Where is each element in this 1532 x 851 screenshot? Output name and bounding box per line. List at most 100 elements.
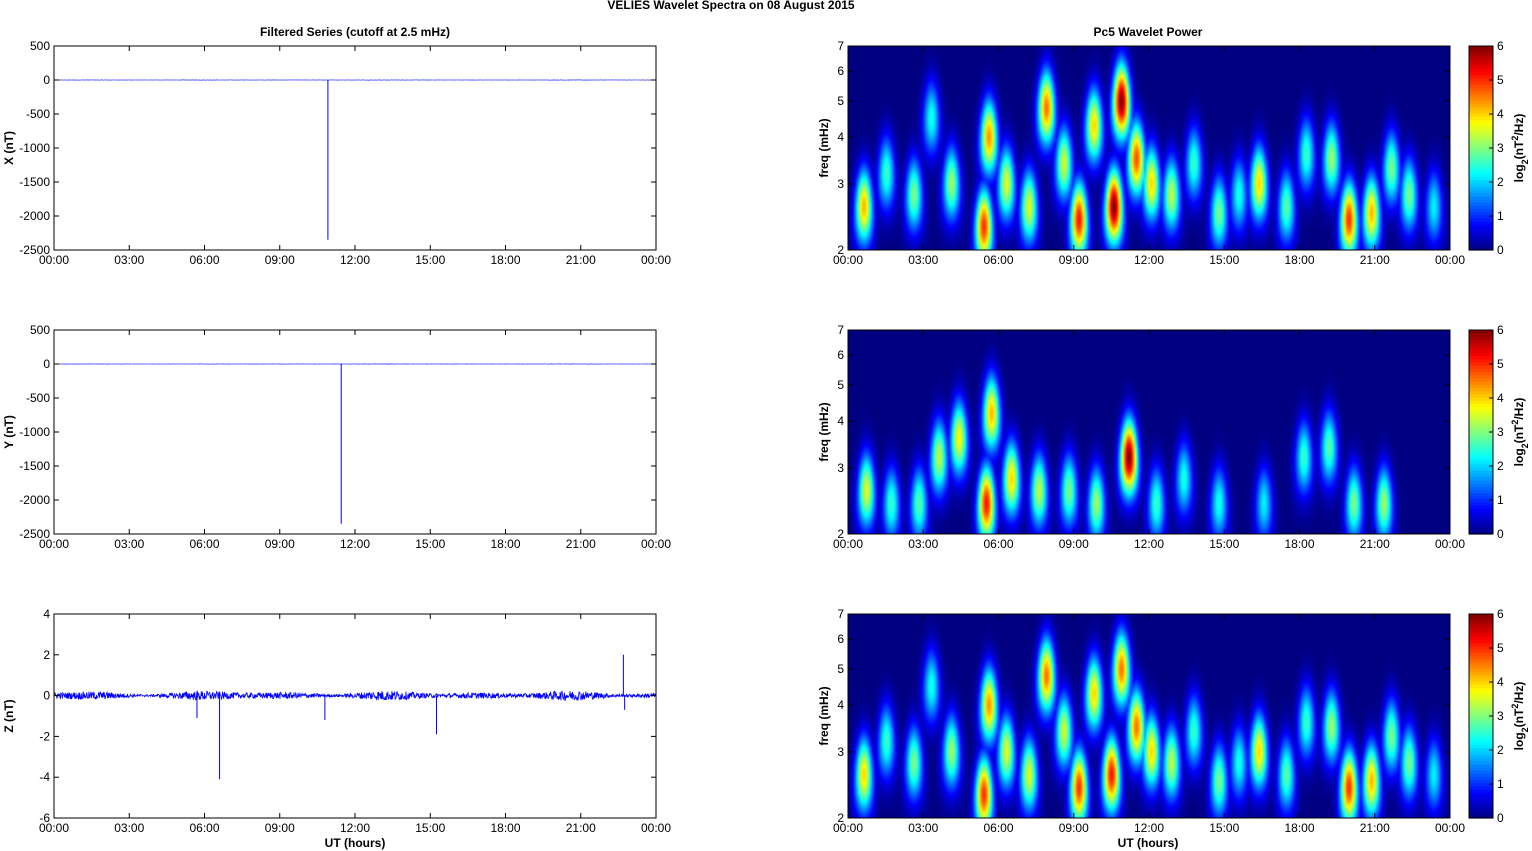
z-series-y-axis-label: Z (nT) [2,699,16,732]
z-wavelet-x-tick-label: 03:00 [908,821,938,835]
x-wavelet-x-tick-label: 12:00 [1134,253,1164,267]
y-wavelet-colorbar-tick-label: 2 [1497,459,1504,473]
x-wavelet-y-tick-label: 2 [837,243,844,257]
y-wavelet-x-tick-label: 09:00 [1059,537,1089,551]
x-series-y-tick-label: -2500 [19,243,50,257]
x-wavelet-y-tick-label: 4 [837,130,844,144]
x-series-x-tick-label: 09:00 [265,253,295,267]
x-series-y-tick-label: -2000 [19,209,50,223]
z-wavelet-x-tick-label: 12:00 [1134,821,1164,835]
z-wavelet-colorbar-tick-label: 4 [1497,675,1504,689]
x-wavelet-y-tick-label: 3 [837,177,844,191]
z-wavelet-y-axis-label: freq (mHz) [817,686,831,745]
x-wavelet-colorbar-tick-label: 6 [1497,39,1504,53]
y-wavelet-colorbar-tick-label: 1 [1497,493,1504,507]
z-series-y-tick-label: 0 [43,689,50,703]
z-wavelet-x-tick-label: 06:00 [983,821,1013,835]
y-series-y-tick-label: -1500 [19,459,50,473]
y-series-x-tick-label: 09:00 [265,537,295,551]
y-wavelet-colorbar-label: log2(nT2/Hz) [1510,398,1530,467]
x-wavelet-x-tick-label: 09:00 [1059,253,1089,267]
z-wavelet-colorbar: 0 1 2 3 4 5 6 log2(nT2/Hz) [1468,607,1530,825]
y-wavelet-y-tick-label: 5 [837,378,844,392]
y-wavelet-x-tick-label: 15:00 [1209,537,1239,551]
z-series-x-tick-label: 00:00 [39,821,69,835]
y-series-y-tick-label: -2000 [19,493,50,507]
y-wavelet-colorbar: 0 1 2 3 4 5 6 log2(nT2/Hz) [1468,323,1530,541]
z-wavelet-x-tick-label: 15:00 [1209,821,1239,835]
y-series-y-axis-label: Y (nT) [2,415,16,449]
z-wavelet-x-tick-label: 21:00 [1360,821,1390,835]
y-series-y-tick-label: -500 [26,391,50,405]
y-series-y-tick-label: -2500 [19,527,50,541]
y-series-x-tick-label: 12:00 [340,537,370,551]
x-wavelet-y-tick-label: 6 [837,64,844,78]
z-wavelet-colorbar-tick-label: 1 [1497,777,1504,791]
y-wavelet-y-tick-label: 4 [837,414,844,428]
z-series-y-tick-label: -6 [39,811,50,825]
x-series-y-axis-label: X (nT) [2,131,16,165]
x-wavelet-colorbar-tick-label: 2 [1497,175,1504,189]
y-wavelet-y-tick-label: 7 [837,323,844,337]
z-series-y-tick-label: 2 [43,648,50,662]
x-series-y-tick-label: -500 [26,107,50,121]
z-series-x-tick-label: 21:00 [566,821,596,835]
x-wavelet-x-tick-label: 00:00 [1435,253,1465,267]
y-series-y-tick-label: 0 [43,357,50,371]
z-wavelet-colorbar-label: log2(nT2/Hz) [1510,682,1530,751]
z-series-panel [53,654,657,780]
x-wavelet-colorbar-label: log2(nT2/Hz) [1510,114,1530,183]
x-wavelet-colorbar-tick-label: 0 [1497,243,1504,257]
z-wavelet-y-tick-label: 7 [837,607,844,621]
x-series-x-tick-label: 18:00 [490,253,520,267]
z-wavelet-colorbar-tick-label: 0 [1497,811,1504,825]
x-series-x-tick-label: 00:00 [641,253,671,267]
z-series-x-tick-label: 09:00 [265,821,295,835]
x-wavelet-y-axis-label: freq (mHz) [817,118,831,177]
y-wavelet-y-axis-label: freq (mHz) [817,402,831,461]
x-series-x-tick-label: 12:00 [340,253,370,267]
y-wavelet-x-tick-label: 18:00 [1284,537,1314,551]
z-series-x-tick-label: 15:00 [415,821,445,835]
x-wavelet-x-tick-label: 21:00 [1360,253,1390,267]
x-series-x-tick-label: 15:00 [415,253,445,267]
z-series-y-tick-label: -2 [39,729,50,743]
y-wavelet-x-tick-label: 03:00 [908,537,938,551]
z-wavelet-y-tick-label: 2 [837,811,844,825]
x-wavelet-heatmap [848,46,1450,250]
z-series-x-tick-label: 06:00 [189,821,219,835]
y-series-x-tick-label: 15:00 [415,537,445,551]
right-column-title: Pc5 Wavelet Power [1094,25,1203,39]
y-wavelet-x-tick-label: 12:00 [1134,537,1164,551]
y-wavelet-y-tick-label: 6 [837,348,844,362]
y-wavelet-y-tick-label: 2 [837,527,844,541]
x-wavelet-colorbar-tick-label: 1 [1497,209,1504,223]
x-wavelet-x-tick-label: 15:00 [1209,253,1239,267]
x-wavelet-colorbar-tick-label: 5 [1497,73,1504,87]
x-wavelet-colorbar: 0 1 2 3 4 5 6 log2(nT2/Hz) [1468,39,1530,257]
x-wavelet-y-tick-label: 7 [837,39,844,53]
z-series-x-tick-label: 00:00 [641,821,671,835]
x-series-x-tick-label: 06:00 [189,253,219,267]
x-wavelet-x-tick-label: 03:00 [908,253,938,267]
z-series-x-tick-label: 03:00 [114,821,144,835]
y-wavelet-x-tick-label: 00:00 [1435,537,1465,551]
y-wavelet-colorbar-tick-label: 4 [1497,391,1504,405]
y-series-x-tick-label: 06:00 [189,537,219,551]
x-series-y-tick-label: -1500 [19,175,50,189]
y-wavelet-colorbar-tick-label: 5 [1497,357,1504,371]
figure-title: VELIES Wavelet Spectra on 08 August 2015 [607,0,855,12]
x-series-panel [53,79,657,240]
x-series-x-tick-label: 03:00 [114,253,144,267]
y-series-x-tick-label: 18:00 [490,537,520,551]
x-series-y-tick-label: 500 [30,39,50,53]
right-x-axis-label: UT (hours) [1118,836,1179,850]
y-wavelet-x-tick-label: 21:00 [1360,537,1390,551]
y-wavelet-colorbar-tick-label: 0 [1497,527,1504,541]
z-series-x-tick-label: 12:00 [340,821,370,835]
y-series-x-tick-label: 21:00 [566,537,596,551]
z-wavelet-x-tick-label: 09:00 [1059,821,1089,835]
y-wavelet-colorbar-tick-label: 3 [1497,425,1504,439]
z-wavelet-x-tick-label: 00:00 [833,821,863,835]
x-series-x-tick-label: 00:00 [39,253,69,267]
